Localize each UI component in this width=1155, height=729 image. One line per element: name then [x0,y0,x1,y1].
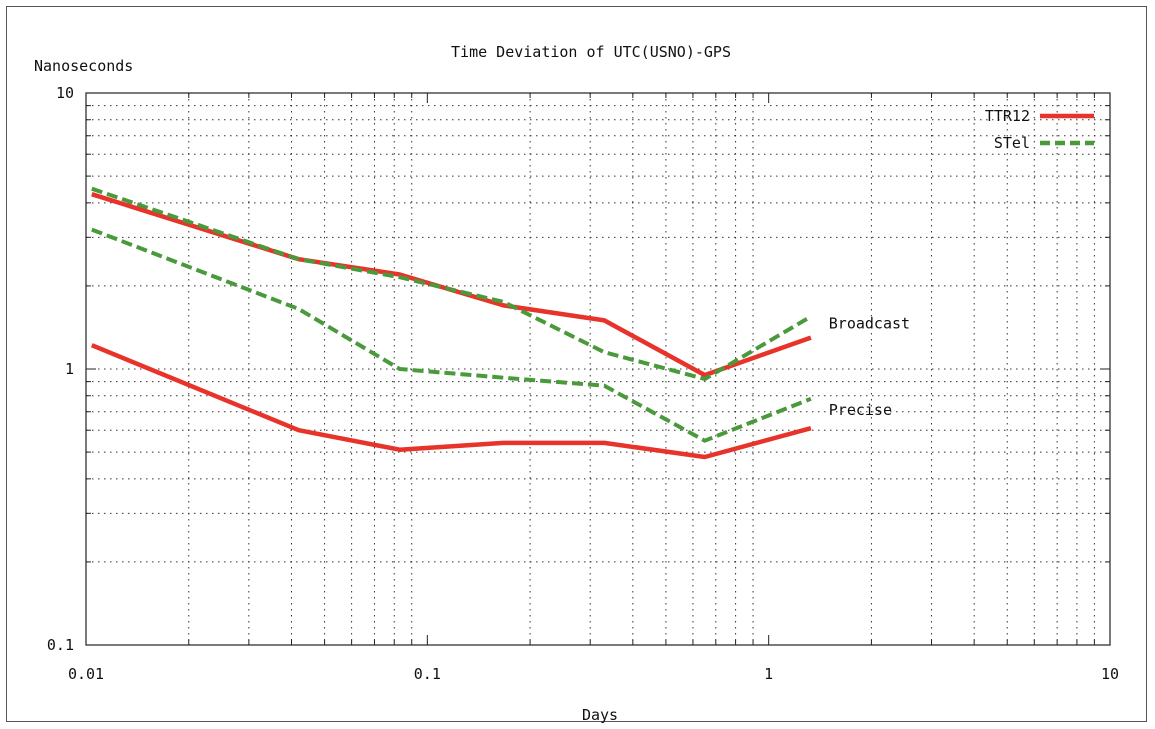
grid [86,93,1110,645]
x-axis-label: Days [582,706,618,724]
y-axis-label: Nanoseconds [34,57,133,75]
ticks [85,93,1110,646]
x-tick-label: 1 [764,665,773,683]
x-tick-label: 10 [1101,665,1119,683]
series-line-ttr12-precise [90,343,812,460]
annotation-label: Broadcast [829,315,910,333]
chart-title: Time Deviation of UTC(USNO)-GPS [451,43,731,61]
series-layer [90,186,812,460]
annotation-label: Precise [829,401,892,419]
legend-label: STel [994,134,1030,152]
y-tick-labels: 0.1 1 10 [47,84,74,654]
legend: TTR12 STel [985,107,1094,152]
y-tick-label: 10 [56,84,74,102]
chart-frame [6,6,1147,722]
x-tick-label: 0.01 [68,665,104,683]
y-tick-label: 1 [65,360,74,378]
annotations: Broadcast Precise [829,315,910,420]
series-line-ttr12-broadcast [91,192,812,378]
x-tick-label: 0.1 [414,665,441,683]
y-tick-label: 0.1 [47,636,74,654]
series-line-stel-broadcast [91,186,812,381]
x-tick-labels: 0.01 0.1 1 10 [68,665,1119,683]
series-line-stel-precise [91,227,812,443]
legend-label: TTR12 [985,107,1030,125]
